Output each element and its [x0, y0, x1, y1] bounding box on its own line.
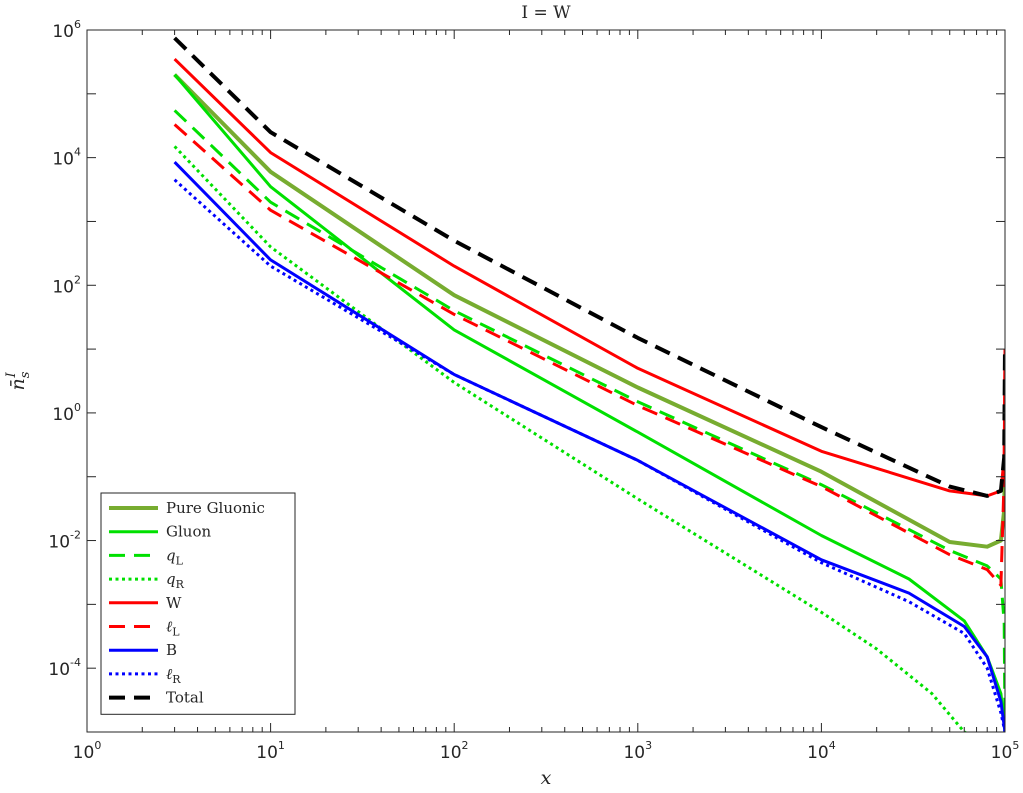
- y-tick-base: 10: [52, 150, 74, 170]
- x-tick-base: 10: [440, 743, 462, 763]
- legend-label-name: Pure Gluonic: [166, 499, 265, 517]
- legend-label-name: W: [166, 594, 182, 612]
- title-rest: = W: [528, 3, 571, 23]
- y-tick-exp: 4: [74, 146, 81, 159]
- x-tick-exp: 1: [278, 739, 285, 752]
- y-tick-label: 10-2: [48, 529, 81, 553]
- y-tick-label: 106: [52, 18, 81, 42]
- series-line-6: [173, 161, 1005, 732]
- y-tick-base: 10: [52, 277, 74, 297]
- y-tick-label: 104: [52, 146, 81, 170]
- legend-label-sub: L: [172, 626, 180, 639]
- legend-label-6: B: [166, 641, 177, 659]
- y-axis-label-sub: s: [18, 371, 33, 378]
- y-tick-label: 10-4: [48, 656, 81, 680]
- x-tick-label: 105: [991, 739, 1020, 763]
- y-tick-base: 10: [52, 405, 74, 425]
- series-line-5: [173, 123, 1005, 587]
- series-line-4: [173, 58, 1005, 498]
- legend-label-5: ℓL: [166, 618, 180, 639]
- y-axis-label: n̄sI: [4, 371, 33, 390]
- x-tick-exp: 5: [1012, 739, 1019, 752]
- x-tick-base: 10: [991, 743, 1013, 763]
- legend-label-2: qL: [166, 546, 184, 567]
- title-main: I: [521, 3, 528, 23]
- legend-label-name: ℓ: [166, 618, 172, 636]
- y-tick-exp: -4: [70, 656, 81, 669]
- series-line-3: [173, 145, 968, 732]
- legend-label-4: W: [166, 594, 182, 612]
- y-tick-exp: 2: [74, 273, 81, 286]
- series-line-8: [173, 36, 1005, 498]
- x-tick-base: 10: [623, 743, 645, 763]
- y-tick-base: 10: [48, 660, 70, 680]
- y-tick-exp: 0: [74, 401, 81, 414]
- y-tick-label: 102: [52, 273, 81, 297]
- x-tick-exp: 2: [462, 739, 469, 752]
- series-line-2: [173, 109, 1005, 732]
- y-tick-exp: 6: [74, 18, 81, 31]
- plot-frame: [86, 29, 1006, 733]
- legend-label-0: Pure Gluonic: [166, 499, 265, 517]
- x-tick-label: 101: [256, 739, 285, 763]
- legend-label-sub: R: [176, 578, 185, 591]
- legend-label-name: q: [166, 570, 176, 588]
- legend-label-sub: L: [176, 554, 184, 567]
- legend-label-name: q: [166, 546, 176, 564]
- y-tick-exp: -2: [70, 529, 81, 542]
- x-tick-base: 10: [807, 743, 829, 763]
- legend-label-name: B: [166, 641, 177, 659]
- legend-label-1: Gluon: [166, 523, 211, 541]
- x-tick-base: 10: [73, 743, 95, 763]
- y-axis-label-base: n̄: [7, 378, 29, 390]
- series-line-7: [173, 178, 1005, 732]
- x-tick-label: 102: [440, 739, 469, 763]
- legend-label-name: ℓ: [166, 665, 172, 683]
- chart-title: I = W: [521, 3, 571, 23]
- legend-label-name: Total: [166, 689, 204, 707]
- y-tick-base: 10: [52, 22, 74, 42]
- x-tick-exp: 4: [829, 739, 836, 752]
- x-tick-base: 10: [256, 743, 278, 763]
- y-tick-label: 100: [52, 401, 81, 425]
- x-tick-exp: 0: [94, 739, 101, 752]
- x-tick-label: 103: [623, 739, 652, 763]
- legend-label-8: Total: [166, 689, 204, 707]
- legend-label-name: Gluon: [166, 523, 211, 541]
- x-tick-label: 100: [73, 739, 102, 763]
- y-axis-label-sup: I: [4, 372, 19, 379]
- y-tick-base: 10: [48, 533, 70, 553]
- x-tick-label: 104: [807, 739, 836, 763]
- legend-label-3: qR: [166, 570, 185, 591]
- x-axis-label: x: [541, 767, 552, 789]
- legend-label-sub: R: [172, 673, 181, 686]
- x-tick-exp: 3: [645, 739, 652, 752]
- legend-label-7: ℓR: [166, 665, 181, 686]
- series-layer: [173, 36, 1005, 732]
